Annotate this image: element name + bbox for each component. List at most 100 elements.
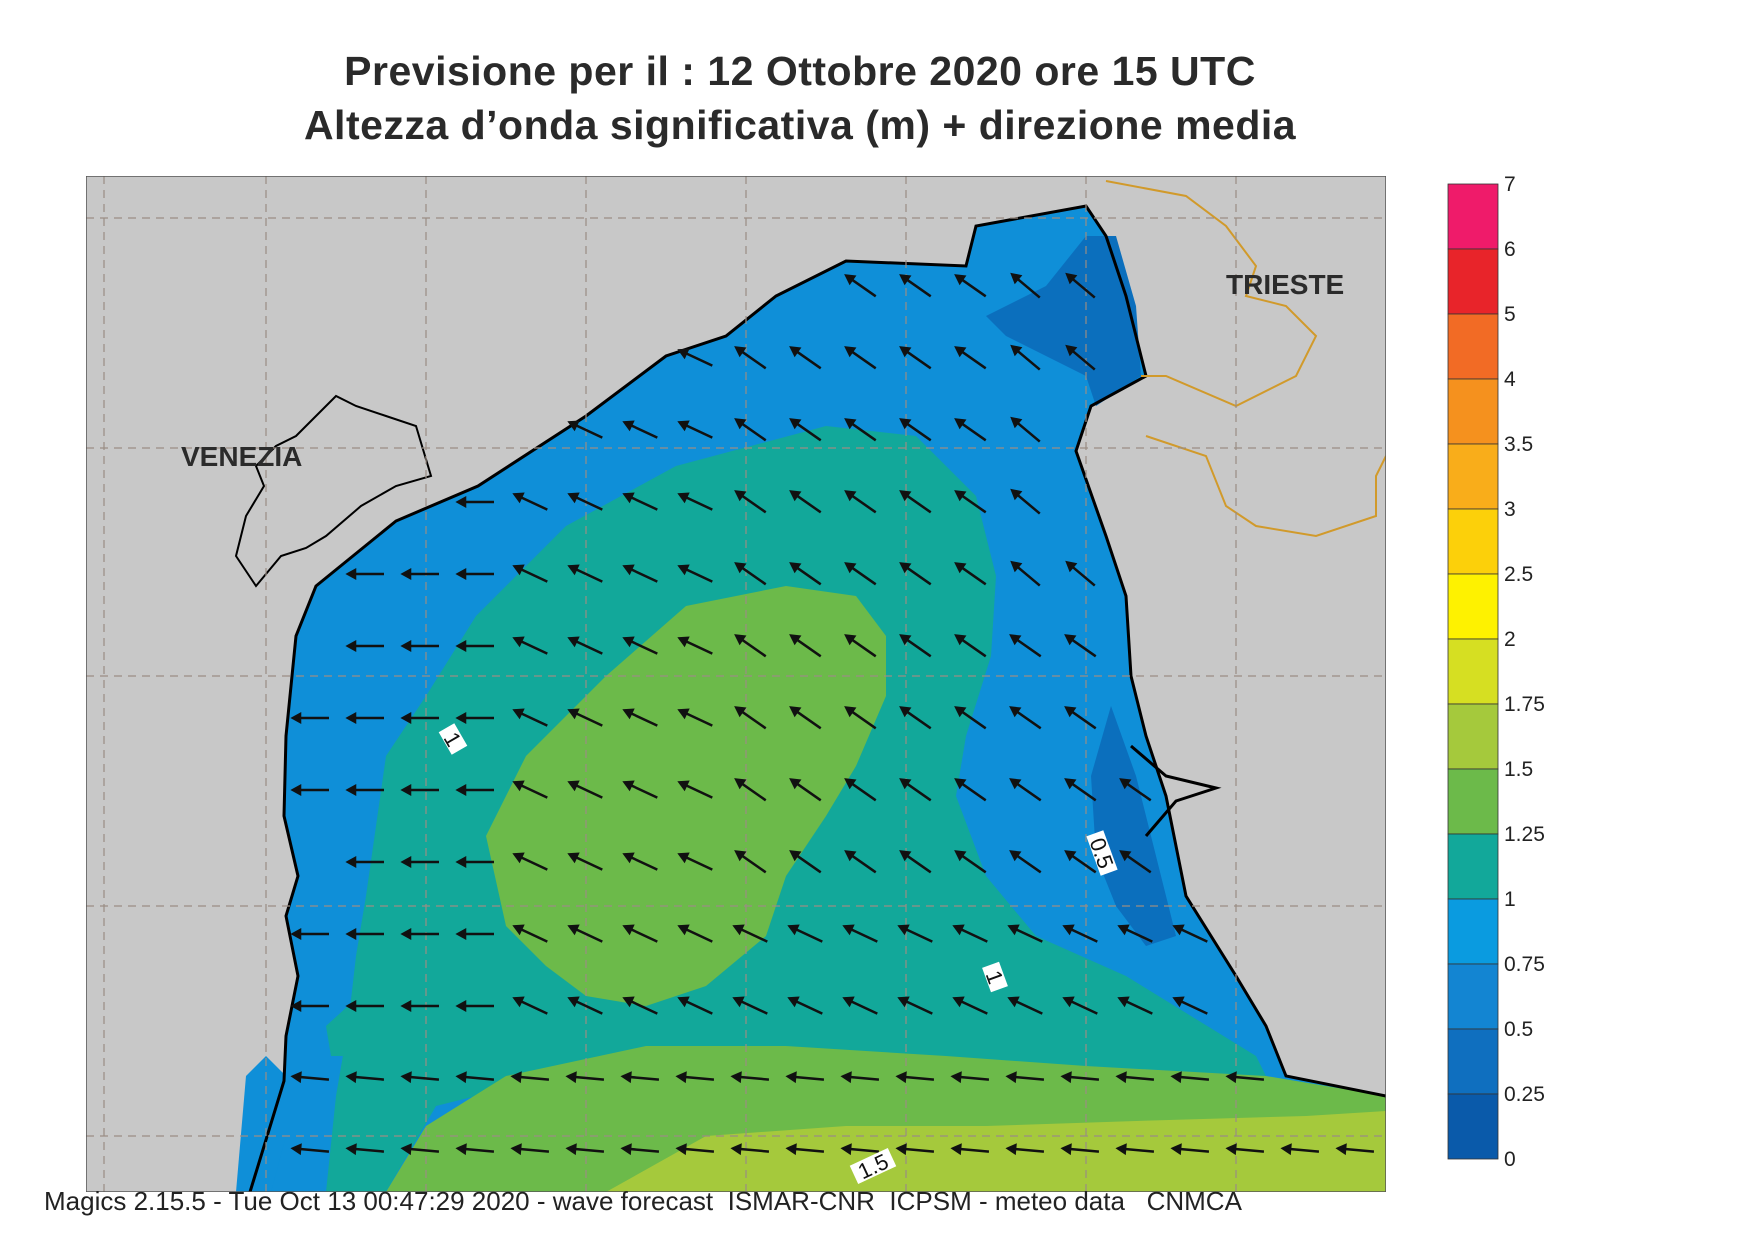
- wave-arrow-head: [455, 496, 467, 508]
- legend-label: 0: [1504, 1148, 1516, 1171]
- wave-arrow-head: [400, 856, 412, 868]
- wave-arrow-head: [1225, 1071, 1237, 1084]
- wave-arrow-head: [950, 1071, 962, 1084]
- wave-arrow-head: [1170, 1071, 1182, 1084]
- wave-arrow-head: [455, 784, 467, 796]
- wave-arrow-head: [1064, 850, 1077, 862]
- wave-arrow-head: [622, 564, 635, 576]
- wave-arrow-head: [567, 780, 580, 792]
- wave-arrow-head: [1115, 1143, 1127, 1156]
- wave-arrow-head: [952, 924, 965, 936]
- wave-arrow-head: [954, 634, 967, 646]
- wave-arrow-head: [734, 562, 747, 574]
- wave-arrow-head: [1010, 560, 1023, 573]
- legend-label: 1.5: [1504, 758, 1533, 781]
- wave-arrow-head: [954, 490, 967, 502]
- wave-arrow-head: [512, 492, 525, 504]
- graticule: [86, 176, 1386, 1192]
- wave-arrow-head: [567, 996, 580, 1008]
- istria-inlet: [1130, 744, 1222, 837]
- wave-arrow-head: [455, 1071, 467, 1084]
- wave-arrow-head: [1117, 996, 1130, 1008]
- wave-arrow-head: [899, 706, 912, 718]
- wave-arrow-head: [789, 634, 802, 646]
- wave-arrow-head: [1062, 996, 1075, 1008]
- wave-arrow-head: [899, 778, 912, 790]
- wave-arrow-head: [1009, 850, 1022, 862]
- wave-arrow-head: [622, 492, 635, 504]
- wave-arrow-head: [1010, 416, 1023, 429]
- wave-arrow-head: [1119, 850, 1132, 862]
- wave-arrow-head: [844, 778, 857, 790]
- wave-arrow-head: [954, 274, 967, 286]
- wave-arrow-head: [1119, 778, 1132, 790]
- wave-arrow-head: [840, 1071, 852, 1084]
- legend-label: 7: [1504, 176, 1516, 196]
- wave-arrow-head: [952, 996, 965, 1008]
- wave-arrow-head: [789, 706, 802, 718]
- wave-arrow-head: [1060, 1071, 1072, 1084]
- label-trieste: TRIESTE: [1226, 269, 1344, 300]
- wave-arrow-head: [1115, 1071, 1127, 1084]
- wave-arrow-head: [844, 634, 857, 646]
- wave-arrow-head: [675, 1143, 687, 1156]
- legend-swatch: [1447, 638, 1499, 705]
- wave-arrow-head: [734, 778, 747, 790]
- wave-arrow-head: [1172, 924, 1185, 936]
- wave-arrow-head: [844, 490, 857, 502]
- lagoon-left-2: [326, 1006, 361, 1056]
- wave-band-0.25-0.5-east: [1091, 706, 1176, 946]
- wave-arrow-head: [899, 346, 912, 358]
- wave-arrow-head: [1010, 488, 1023, 501]
- wave-arrow-head: [899, 850, 912, 862]
- wave-arrow-head: [844, 706, 857, 718]
- wave-arrow-head: [400, 568, 412, 580]
- wave-arrow-head: [400, 1000, 412, 1012]
- wave-arrow-head: [400, 784, 412, 796]
- wave-arrow-head: [400, 712, 412, 724]
- label-venezia: VENEZIA: [181, 441, 302, 472]
- wave-arrow-head: [1117, 924, 1130, 936]
- wave-arrow-head: [954, 706, 967, 718]
- wave-arrow-head: [567, 492, 580, 504]
- wave-arrow-head: [1009, 706, 1022, 718]
- legend-swatch: [1447, 508, 1499, 575]
- wave-arrow-head: [787, 924, 800, 936]
- wave-arrow-head: [677, 996, 690, 1008]
- wave-arrow-head: [1009, 634, 1022, 646]
- wave-arrow-head: [677, 348, 690, 360]
- wave-arrow-head: [677, 420, 690, 432]
- wave-arrow-head: [1170, 1143, 1182, 1156]
- wave-arrow-head: [290, 784, 302, 796]
- legend-label: 1.25: [1504, 823, 1545, 846]
- wave-arrow-head: [455, 856, 467, 868]
- wave-direction-arrows: [290, 272, 1375, 1156]
- wave-arrow-head: [899, 274, 912, 286]
- wave-arrow-head: [1010, 344, 1023, 357]
- wave-arrow-head: [789, 346, 802, 358]
- wave-arrow-head: [734, 490, 747, 502]
- legend-swatch: [1447, 248, 1499, 315]
- wave-arrow-head: [899, 634, 912, 646]
- wave-arrow-head: [1065, 272, 1078, 285]
- legend-swatch: [1447, 1028, 1499, 1095]
- wave-arrow-head: [567, 852, 580, 864]
- wave-arrow-head: [732, 924, 745, 936]
- wave-arrow-head: [345, 1143, 357, 1156]
- wave-arrow-head: [622, 996, 635, 1008]
- legend-label: 1.75: [1504, 693, 1545, 716]
- wave-arrow-head: [785, 1143, 797, 1156]
- wave-arrow-head: [734, 346, 747, 358]
- wave-arrow-head: [1009, 778, 1022, 790]
- wave-arrow-head: [345, 1000, 357, 1012]
- legend-label: 3: [1504, 498, 1516, 521]
- wave-arrow-head: [1280, 1143, 1292, 1156]
- wave-arrow-head: [565, 1143, 577, 1156]
- wave-arrow-head: [1007, 924, 1020, 936]
- wave-arrow-head: [677, 564, 690, 576]
- wave-arrow-head: [789, 562, 802, 574]
- wave-arrow-head: [789, 418, 802, 430]
- wave-arrow-head: [455, 928, 467, 940]
- wave-arrow-head: [622, 708, 635, 720]
- wave-arrow-head: [895, 1143, 907, 1156]
